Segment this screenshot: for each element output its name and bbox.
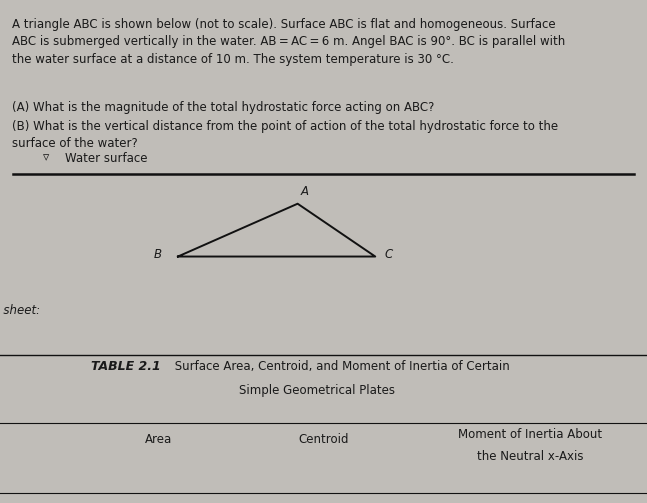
Text: Surface Area, Centroid, and Moment of Inertia of Certain: Surface Area, Centroid, and Moment of In… [171, 360, 510, 373]
Text: TABLE 2.1: TABLE 2.1 [91, 360, 160, 373]
Text: Simple Geometrical Plates: Simple Geometrical Plates [239, 384, 395, 397]
Text: Water surface: Water surface [65, 152, 148, 165]
Text: t sheet:: t sheet: [0, 304, 40, 317]
Text: (B) What is the vertical distance from the point of action of the total hydrosta: (B) What is the vertical distance from t… [12, 120, 558, 150]
Text: B: B [154, 247, 162, 261]
Text: the Neutral x-Axis: the Neutral x-Axis [477, 450, 584, 463]
Text: Moment of Inertia About: Moment of Inertia About [459, 428, 602, 441]
Text: (A) What is the magnitude of the total hydrostatic force acting on ABC?: (A) What is the magnitude of the total h… [12, 101, 434, 114]
Text: C: C [385, 247, 393, 261]
Text: Centroid: Centroid [298, 433, 349, 446]
Text: Area: Area [145, 433, 172, 446]
Text: A triangle ABC is shown below (not to scale). Surface ABC is flat and homogeneou: A triangle ABC is shown below (not to sc… [12, 18, 565, 65]
Text: $\triangledown$: $\triangledown$ [43, 151, 50, 164]
Text: A: A [301, 185, 309, 198]
